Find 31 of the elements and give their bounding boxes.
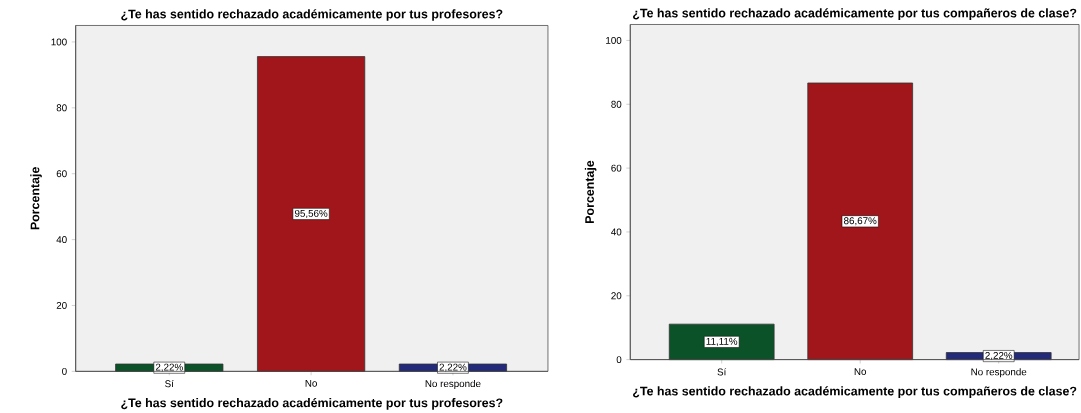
x-tick-label: Sí	[165, 380, 174, 388]
y-tick-label: 0	[62, 368, 67, 376]
x-axis-title: ¿Te has sentido rechazado académicamente por tus profesores?	[121, 398, 503, 410]
data-label: 2,22%	[985, 352, 1013, 361]
y-tick-label: 80	[56, 104, 67, 112]
data-label: 2,22%	[155, 363, 183, 372]
x-tick-label: No responde	[425, 380, 481, 390]
x-tick-label: No responde	[971, 368, 1027, 378]
x-tick-label: No	[305, 380, 317, 387]
y-tick-label: 80	[611, 101, 622, 108]
data-label: 11,11%	[706, 338, 738, 347]
y-axis-title: Porcentaje	[30, 167, 42, 230]
y-tick-label: 40	[611, 228, 622, 236]
y-tick-label: 20	[56, 302, 67, 310]
y-axis-title: Porcentaje	[584, 160, 597, 224]
y-tick-label: 0	[616, 356, 622, 364]
x-axis-title: ¿Te has sentido rechazado académicamente por tus compañeros de clase?	[633, 386, 1077, 399]
y-tick-label: 100	[51, 38, 67, 46]
x-tick-label: No	[854, 368, 867, 376]
y-tick-label: 60	[56, 170, 67, 178]
y-tick-label: 20	[611, 292, 622, 300]
chart-title: ¿Te has sentido rechazado académicamente por tus profesores?	[121, 9, 503, 22]
y-tick-label: 100	[606, 37, 622, 45]
y-tick-label: 60	[611, 164, 622, 172]
data-label: 86,67%	[844, 217, 877, 226]
chart-title: ¿Te has sentido rechazado académicamente por tus compañeros de clase?	[633, 8, 1077, 21]
y-tick-label: 40	[56, 236, 67, 244]
data-label: 95,56%	[294, 210, 328, 219]
data-label: 2,22%	[439, 363, 467, 372]
bar	[807, 82, 914, 361]
x-tick-label: Sí	[717, 368, 727, 376]
